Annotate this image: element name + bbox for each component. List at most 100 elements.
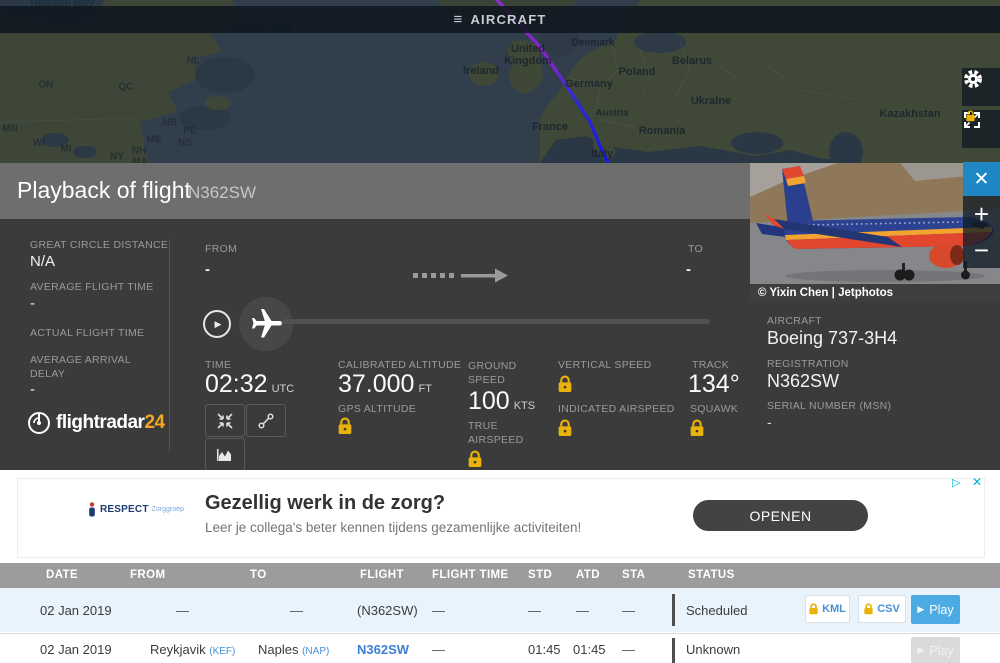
map-label: Belarus bbox=[671, 55, 713, 67]
play-flight-button[interactable]: ▶ Play bbox=[911, 595, 960, 624]
cell-sta: — bbox=[622, 642, 635, 657]
map-label: MA bbox=[132, 156, 148, 168]
lock-icon[interactable] bbox=[468, 450, 482, 468]
stat-label: AVERAGE ARRIVAL DELAY bbox=[30, 354, 131, 380]
ad-close-icon[interactable]: ✕ bbox=[972, 475, 983, 489]
cell-flight-link[interactable]: N362SW bbox=[357, 642, 410, 657]
play-label: Play bbox=[929, 643, 954, 658]
route-view-button[interactable] bbox=[246, 404, 286, 437]
map-label: France bbox=[531, 121, 569, 133]
menu-icon[interactable]: ≡ bbox=[453, 11, 464, 28]
col-sta: STA bbox=[622, 569, 646, 581]
collapse-arrows-icon bbox=[217, 412, 233, 429]
aircraft-photo[interactable] bbox=[750, 163, 1000, 302]
col-std: STD bbox=[528, 569, 553, 581]
map-label: ME bbox=[146, 134, 162, 146]
status-text: Unknown bbox=[686, 642, 741, 657]
ad-frame bbox=[17, 478, 985, 558]
col-atd: ATD bbox=[576, 569, 600, 581]
lock-icon[interactable] bbox=[338, 417, 352, 435]
stat-label: ACTUAL FLIGHT TIME bbox=[30, 327, 145, 339]
map-label: Romania bbox=[638, 125, 686, 137]
map-label: MN bbox=[2, 123, 18, 135]
area-chart-icon bbox=[217, 448, 231, 461]
play-flight-button-disabled: ▶ Play bbox=[911, 637, 960, 663]
route-arrow-icon bbox=[413, 268, 508, 283]
cell-date: 02 Jan 2019 bbox=[40, 642, 112, 657]
time-label: TIME bbox=[205, 359, 232, 371]
table-row[interactable]: 02 Jan 2019 — — (N362SW) — — — — Schedul… bbox=[0, 588, 1000, 632]
map-label: Kazakhstan bbox=[879, 108, 941, 120]
adchoices-icon[interactable]: ▷ bbox=[952, 477, 961, 489]
play-button[interactable]: ▶ bbox=[203, 310, 231, 338]
kml-button[interactable]: KML bbox=[805, 595, 850, 623]
track-label: TRACK bbox=[692, 359, 730, 371]
radar-icon bbox=[28, 412, 50, 434]
map-label: Germany bbox=[565, 78, 613, 90]
lock-icon[interactable] bbox=[558, 375, 572, 393]
route-path-icon bbox=[258, 412, 274, 429]
altitude-chart-button[interactable] bbox=[205, 438, 245, 471]
lock-icon bbox=[809, 603, 818, 615]
vertical-speed-label: VERTICAL SPEED bbox=[558, 359, 652, 371]
map-label: Italy bbox=[590, 148, 614, 160]
lock-icon[interactable] bbox=[558, 419, 572, 437]
map-label: NH bbox=[131, 145, 147, 157]
collapse-button[interactable] bbox=[205, 404, 245, 437]
play-icon: ▶ bbox=[214, 318, 222, 329]
timeline-slider[interactable] bbox=[283, 319, 710, 324]
lock-icon[interactable] bbox=[690, 419, 704, 437]
csv-label: CSV bbox=[877, 603, 900, 615]
advertiser-suffix: Zorggroep bbox=[151, 506, 184, 513]
col-from: FROM bbox=[130, 569, 166, 581]
fullscreen-button[interactable] bbox=[962, 110, 1000, 148]
from-value: - bbox=[205, 261, 210, 278]
registration-label: REGISTRATION bbox=[767, 358, 849, 370]
cell-std: 01:45 bbox=[528, 642, 561, 657]
ad-cta-button[interactable]: OPENEN bbox=[693, 500, 868, 531]
cell-atd: 01:45 bbox=[573, 642, 606, 657]
registration-value: N362SW bbox=[767, 371, 840, 391]
map-label: United Kingdom bbox=[504, 43, 552, 67]
to-value: - bbox=[686, 261, 691, 278]
ad-banner[interactable]: RESPECT Zorggroep Gezellig werk in de zo… bbox=[0, 470, 1000, 563]
map-label: WI bbox=[32, 137, 46, 149]
from-label: FROM bbox=[205, 243, 238, 255]
zoom-out-button[interactable]: − bbox=[963, 232, 1000, 268]
calibrated-altitude-label: CALIBRATED ALTITUDE bbox=[338, 359, 462, 371]
map-label: NL bbox=[186, 55, 200, 67]
lock-icon bbox=[864, 603, 873, 615]
flight-path-trail bbox=[495, 0, 610, 163]
ad-headline: Gezellig werk in de zorg? bbox=[205, 492, 446, 514]
minus-icon: − bbox=[973, 234, 990, 265]
cell-to: — bbox=[290, 603, 303, 618]
cell-flight: (N362SW) bbox=[357, 603, 418, 618]
col-flight-time: FLIGHT TIME bbox=[432, 569, 509, 581]
zoom-in-button[interactable]: + bbox=[963, 196, 1000, 232]
plane-icon[interactable] bbox=[249, 306, 285, 342]
serial-number-value: - bbox=[767, 414, 772, 430]
cell-std: — bbox=[528, 603, 541, 618]
col-date: DATE bbox=[46, 569, 79, 581]
table-header: DATE FROM TO FLIGHT FLIGHT TIME STD ATD … bbox=[0, 563, 1000, 588]
aircraft-info-panel: AIRCRAFT Boeing 737-3H4 REGISTRATION N36… bbox=[750, 302, 1000, 470]
playback-title: Playback of flight bbox=[17, 177, 191, 203]
map-label: Ukraine bbox=[690, 95, 732, 107]
close-panel-button[interactable]: ✕ bbox=[963, 162, 1000, 196]
play-label: Play bbox=[929, 602, 954, 617]
cell-to: Naples (NAP) bbox=[258, 642, 330, 657]
cell-sta: — bbox=[622, 603, 635, 618]
calibrated-altitude-value: 37.000 FT bbox=[338, 370, 432, 398]
world-map[interactable]: Hudson Bay Labrador Sea NL ON QC MN WI M… bbox=[0, 0, 1000, 168]
flightradar24-logo[interactable]: flightradar 24 bbox=[27, 411, 165, 435]
settings-button[interactable] bbox=[962, 68, 1000, 106]
table-row[interactable]: 02 Jan 2019 Reykjavik (KEF) Naples (NAP)… bbox=[0, 633, 1000, 663]
logo-text: flightradar bbox=[56, 412, 145, 433]
stat-value: - bbox=[30, 295, 35, 312]
aircraft-value: Boeing 737-3H4 bbox=[767, 328, 898, 348]
map-label: NB bbox=[162, 117, 178, 129]
csv-button[interactable]: CSV bbox=[858, 595, 906, 623]
cell-from: — bbox=[176, 603, 189, 618]
cell-atd: — bbox=[576, 603, 589, 618]
play-icon: ▶ bbox=[917, 604, 925, 614]
